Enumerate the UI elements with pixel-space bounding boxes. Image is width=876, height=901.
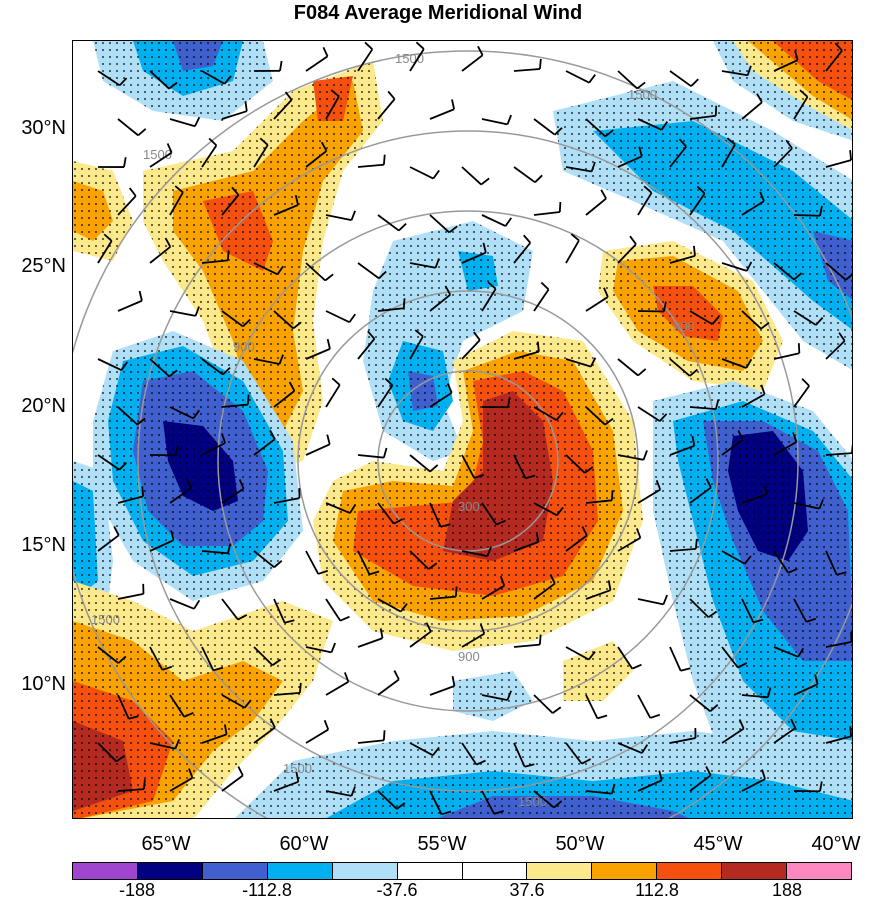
colorbar-swatch-7 [527,863,592,879]
lon-label-55w: 55°W [402,833,482,856]
wind-barb-feather [850,150,851,160]
map-plot-area: 1500 1500 1500 1500 1500 1500 900 900 90… [72,40,853,819]
lat-label-30n: 30°N [4,117,66,140]
colorbar-swatch-3 [268,863,333,879]
wind-barb-feather [850,726,851,736]
wind-barb-feather [144,779,145,789]
contour-label-900-west: 900 [233,339,255,354]
meridional-wind-map: 1500 1500 1500 1500 1500 1500 900 900 90… [73,41,853,819]
colorbar-swatch-11 [787,863,851,879]
lat-label-25n: 25°N [4,255,66,278]
colorbar-label-pos188: 188 [747,880,827,901]
lon-label-60w: 60°W [264,833,344,856]
wind-barb-feather [384,155,385,165]
lon-label-45w: 45°W [678,833,758,856]
wind-barb-feather [456,587,457,597]
colorbar-label-neg188: -188 [97,880,177,901]
wind-barb-feather [540,59,541,69]
colorbar-swatch-4 [333,863,398,879]
colorbar-label-pos37: 37.6 [487,880,567,901]
colorbar-swatch-8 [592,863,657,879]
contour-label-1500-northeast: 1500 [628,87,657,102]
lon-label-40w: 40°W [796,833,876,856]
wind-barb-feather [612,490,613,500]
lon-label-65w: 65°W [126,833,206,856]
wind-barb-feather [228,250,229,260]
lat-label-20n: 20°N [4,395,66,418]
colorbar-swatch-10 [722,863,787,879]
colorbar-swatch-5 [398,863,463,879]
colorbar-label-neg112: -112.8 [227,880,307,901]
wind-barb-feather [540,635,541,645]
contour-label-1500-southwest: 1500 [91,612,120,627]
lon-label-50w: 50°W [540,833,620,856]
contour-label-1500-north: 1500 [395,51,424,66]
colorbar [72,862,852,880]
contour-label-900-south: 900 [458,649,480,664]
wind-barb-feather [404,298,405,308]
wind-barb-feather [799,343,800,353]
lat-label-10n: 10°N [4,673,66,696]
wind-barb-feather [852,443,853,453]
wind-barb-feather [560,202,561,212]
colorbar-label-pos112: 112.8 [617,880,697,901]
wind-barb-feather [300,683,301,693]
lat-label-15n: 15°N [4,534,66,557]
map-title: F084 Average Meridional Wind [0,2,876,25]
wind-barb-feather [142,486,143,496]
wind-barb-feather [694,246,695,256]
wind-barb-shaft [794,215,820,216]
colorbar-swatch-9 [657,863,722,879]
wind-barb-feather [538,342,539,352]
wind-barb-feather [696,539,697,549]
wind-barb-feather [384,730,385,740]
wind-barb-feather [248,395,249,405]
contour-label-300-center: 300 [458,499,480,514]
contour-label-900-east: 900 [673,319,695,334]
colorbar-swatch-0 [73,863,138,879]
colorbar-swatch-1 [138,863,203,879]
colorbar-swatch-2 [203,863,268,879]
contour-label-1500-southeast: 1500 [518,794,547,809]
colorbar-label-neg37: -37.6 [357,880,437,901]
colorbar-swatch-6 [463,863,528,879]
